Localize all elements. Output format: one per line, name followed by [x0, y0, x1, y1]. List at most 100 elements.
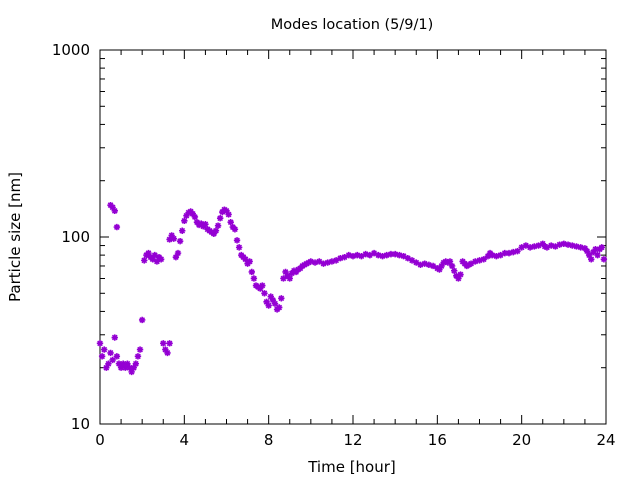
- x-tick-label: 20: [512, 431, 531, 449]
- data-point: [216, 215, 224, 222]
- data-point: [113, 223, 121, 231]
- data-point: [246, 258, 253, 265]
- data-point: [231, 226, 239, 233]
- data-point: [531, 243, 538, 250]
- data-point: [573, 243, 580, 250]
- data-point: [176, 237, 184, 245]
- data-point: [105, 360, 112, 367]
- data-point: [417, 261, 424, 269]
- x-axis-label: Time [hour]: [307, 458, 396, 476]
- data-point: [505, 249, 513, 257]
- data-point: [151, 251, 159, 259]
- data-point: [280, 275, 287, 282]
- data-point: [396, 251, 403, 259]
- data-point: [286, 275, 293, 282]
- x-tick-label: 8: [264, 431, 274, 449]
- data-point: [484, 252, 492, 260]
- data-point: [345, 251, 352, 259]
- data-point: [183, 212, 190, 219]
- data-point: [358, 252, 365, 260]
- data-point: [166, 236, 173, 243]
- data-point: [122, 364, 129, 371]
- data-point: [103, 364, 110, 371]
- data-point: [522, 242, 530, 249]
- data-point: [600, 256, 608, 263]
- data-point: [453, 272, 460, 280]
- data-point: [488, 251, 496, 259]
- data-point: [128, 368, 135, 376]
- data-point: [541, 243, 549, 250]
- x-tick-label: 16: [428, 431, 447, 449]
- data-point: [101, 346, 108, 353]
- data-point: [493, 252, 500, 260]
- data-point: [588, 256, 595, 263]
- data-point: [455, 275, 462, 282]
- data-point: [113, 353, 121, 360]
- data-point: [564, 241, 572, 248]
- data-point: [467, 260, 475, 267]
- data-point: [429, 262, 437, 270]
- chart-title: Modes location (5/9/1): [271, 17, 434, 33]
- data-point: [526, 244, 534, 251]
- data-point: [387, 250, 395, 258]
- data-point: [172, 253, 180, 261]
- data-point: [119, 360, 127, 367]
- data-point: [115, 360, 123, 367]
- data-point: [202, 221, 209, 228]
- y-axis: 10 100 1000: [52, 41, 606, 433]
- data-point: [107, 349, 114, 357]
- data-point: [149, 256, 156, 263]
- data-point: [560, 240, 568, 247]
- data-point: [214, 222, 222, 229]
- data-point: [193, 218, 201, 226]
- data-point: [257, 285, 264, 292]
- data-point: [307, 258, 315, 265]
- data-point: [476, 257, 483, 264]
- data-point: [164, 349, 171, 357]
- data-point: [370, 249, 378, 257]
- data-point: [248, 268, 255, 276]
- data-point: [497, 251, 504, 259]
- data-point: [585, 251, 593, 259]
- data-point: [408, 257, 416, 264]
- data-point: [166, 340, 173, 347]
- data-point: [375, 251, 382, 259]
- data-point: [543, 244, 551, 251]
- data-point: [250, 275, 258, 282]
- data-point: [162, 346, 169, 353]
- data-point: [594, 251, 601, 259]
- data-point: [354, 251, 361, 259]
- data-point: [328, 258, 336, 265]
- data-point: [170, 235, 177, 242]
- data-point: [547, 242, 555, 249]
- data-point: [223, 207, 230, 215]
- data-point: [451, 267, 458, 274]
- data-point: [126, 364, 133, 371]
- data-point: [324, 259, 331, 266]
- data-point: [168, 232, 175, 239]
- data-point: [446, 258, 454, 265]
- data-point: [242, 256, 249, 263]
- data-point: [383, 251, 390, 259]
- data-point: [592, 246, 599, 253]
- data-point: [320, 260, 327, 267]
- y-tick-label: 10: [71, 415, 90, 433]
- data-point: [160, 340, 167, 347]
- x-tick-label: 24: [596, 431, 615, 449]
- data-point: [349, 252, 357, 260]
- data-point: [514, 247, 521, 255]
- data-point: [267, 293, 274, 300]
- data-point: [436, 266, 443, 273]
- data-point: [438, 262, 445, 270]
- x-tick-label: 12: [343, 431, 362, 449]
- data-point: [421, 260, 428, 267]
- data-point: [109, 204, 116, 211]
- data-point: [141, 257, 148, 264]
- data-point: [212, 227, 220, 234]
- data-point: [261, 290, 268, 297]
- data-point: [145, 249, 152, 257]
- data-point: [590, 248, 597, 256]
- data-point: [263, 298, 270, 306]
- data-point: [311, 259, 319, 266]
- data-point: [518, 244, 525, 251]
